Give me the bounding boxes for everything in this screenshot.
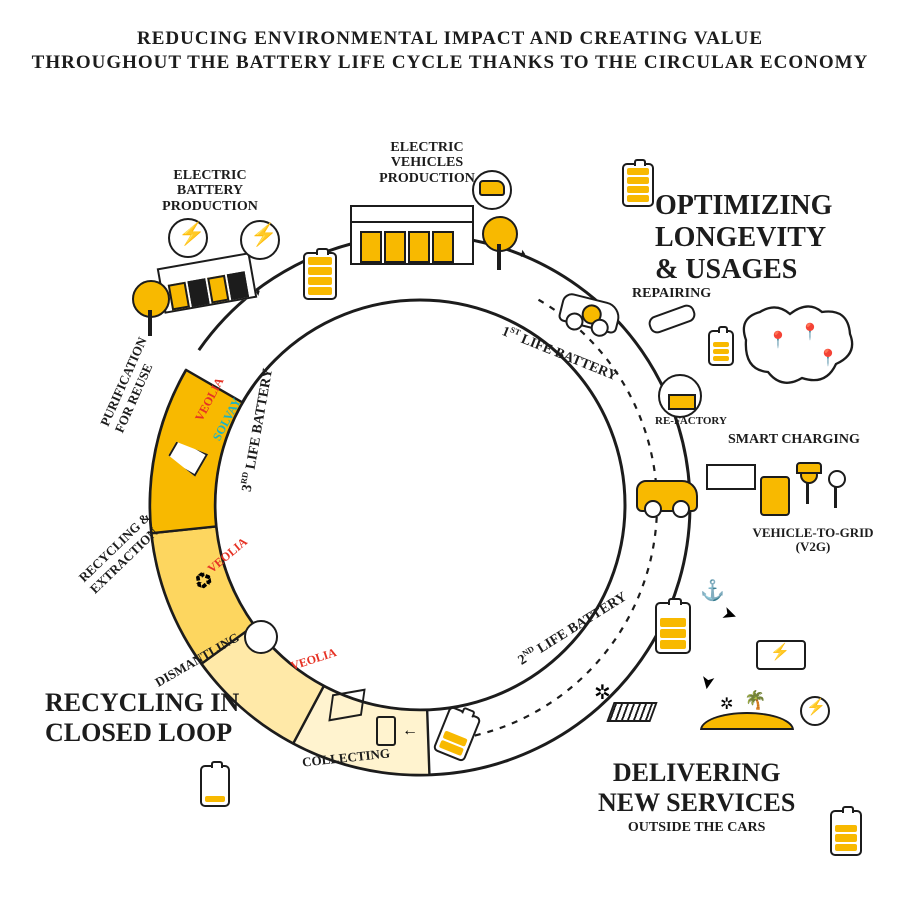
- headline-recycle: RECYCLING IN CLOSED LOOP: [45, 688, 239, 748]
- diagram-canvas: REDUCING ENVIRONMENTAL IMPACT AND CREATI…: [0, 0, 900, 900]
- dismantle-icon: [244, 620, 278, 654]
- label-vehicles-production: ELECTRIC VEHICLES PRODUCTION: [362, 140, 492, 186]
- battery-1-icon: [622, 163, 654, 207]
- label-refactory: RE-FACTORY: [655, 415, 727, 427]
- windmill-icon: ✲: [594, 680, 611, 705]
- bolt-icon-2: ⚡: [250, 222, 277, 248]
- solar-panel-icon: [606, 702, 657, 722]
- tree-1-icon: [130, 280, 170, 340]
- battery-2-icon: [708, 330, 734, 366]
- small-battery-icon: [376, 716, 396, 746]
- bolt-badge-icon: [580, 302, 604, 326]
- battery-4-icon: [830, 810, 862, 856]
- island-icon: ✲ 🌴: [700, 700, 790, 730]
- anchor-icon: ⚓: [700, 578, 725, 603]
- refactory-icon: [658, 374, 702, 418]
- factory-2-icon: [350, 205, 474, 265]
- battery-0-icon: [303, 252, 337, 300]
- bolt-icon-1: ⚡: [178, 221, 205, 247]
- label-v2g: VEHICLE-TO-GRID (V2G): [742, 526, 884, 555]
- battery-5-icon: [200, 765, 230, 807]
- bidir-arrow-icon: [706, 464, 756, 490]
- bolt-icon-van: ⚡: [770, 642, 790, 662]
- tree-2-icon: [480, 216, 520, 276]
- battery-3-icon: [655, 602, 691, 654]
- headline-deliver: DELIVERING NEW SERVICES OUTSIDE THE CARS: [598, 758, 795, 836]
- tiny-car-icon: [479, 180, 505, 196]
- headline-optimize: OPTIMIZING LONGEVITY & USAGES: [655, 190, 832, 287]
- charger-icon: [760, 476, 790, 516]
- map-icon: 📍 📍 📍: [738, 300, 858, 390]
- bolt-icon-3: ⚡: [806, 697, 826, 717]
- arrow-left-icon: ←: [402, 722, 418, 740]
- label-repairing: REPAIRING: [632, 286, 711, 302]
- label-battery-production: ELECTRIC BATTERY PRODUCTION: [145, 168, 275, 214]
- car-v2g-icon: [636, 480, 698, 512]
- label-smart-charging: SMART CHARGING: [728, 432, 860, 448]
